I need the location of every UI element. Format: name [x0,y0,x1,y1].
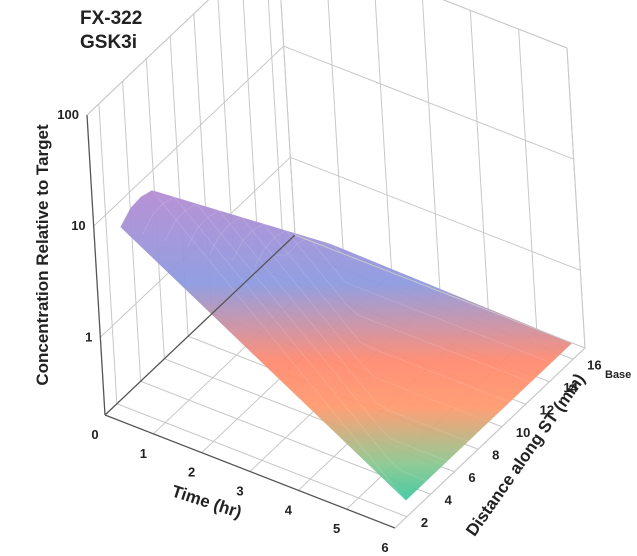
surface-mesh-line [254,229,531,383]
chart-title-line-2: GSK3i [80,32,137,53]
back-wall-gridline-conc [290,156,581,271]
back-wall-gridline-time [469,10,489,311]
x-tick-label: 4 [285,502,293,517]
surface-mesh-line [231,223,510,403]
x-tick-label: 2 [188,465,195,480]
back-wall-gridline-time [374,0,393,273]
surface-mesh-line [164,203,448,462]
box-edge [86,0,210,116]
back-wall-gridline-time [518,29,538,330]
left-wall-gridline-distance [98,103,118,404]
y-tick-label: 14 [563,380,578,395]
surface-mesh-line [209,216,490,423]
back-wall-gridline-conc [442,0,568,49]
box-edge [280,0,296,236]
x-tick-labels: 0 1 2 3 4 5 6 [91,427,388,555]
surface-mesh-line [275,236,552,364]
y-axis-base-annotation: Base [605,369,631,381]
surface-mesh-line [142,196,427,482]
z-tick-label: 1 [85,329,92,344]
surface-mesh-line [119,189,407,501]
x-tick-label: 1 [140,446,147,461]
x-tick-label: 5 [333,521,340,536]
box-edge [104,414,396,529]
y-tick-label: 16 [587,357,601,372]
box-edge [294,234,586,349]
left-wall-gridline-conc [93,45,285,227]
x-tick-label: 6 [381,540,388,555]
z-tick-label: 10 [71,218,85,233]
left-wall-gridline-distance [169,36,189,337]
x-axis-title: Time (hr) [169,482,244,522]
y-tick-label: 8 [492,447,499,462]
surface-fill [120,190,573,501]
x-tick-label: 3 [236,484,243,499]
z-tick-labels: 1 10 100 [57,107,92,344]
box-edge [86,114,106,416]
y-tick-label: 10 [516,425,530,440]
back-wall-gridline-time [280,0,296,236]
y-tick-label: 12 [540,402,554,417]
z-axis-title: Concentration Relative to Target [33,124,52,386]
box-edge [104,234,296,416]
box-edge [566,47,586,349]
y-tick-label: 6 [468,470,475,485]
left-wall-gridline-distance [267,0,284,247]
concentration-surface [119,189,573,501]
y-tick-label: 4 [445,492,453,507]
box-edge [394,347,586,529]
back-wall-gridline-conc [283,45,574,160]
left-wall-gridline-distance [242,0,260,269]
y-tick-label: 2 [421,515,428,530]
floor-gridline-distance [116,403,408,518]
box-edge [442,0,568,49]
surface-mesh-line [187,209,469,442]
axis-box-edges [86,0,586,529]
back-wall-gridline-time [422,0,441,292]
y-tick-labels: 2 46 8 10 12 14 16 [421,357,602,530]
x-tick-label: 0 [91,427,98,442]
chart-title-line-1: FX-322 [80,8,142,29]
back-wall-gridline-time [327,0,344,254]
z-tick-label: 100 [57,107,79,122]
